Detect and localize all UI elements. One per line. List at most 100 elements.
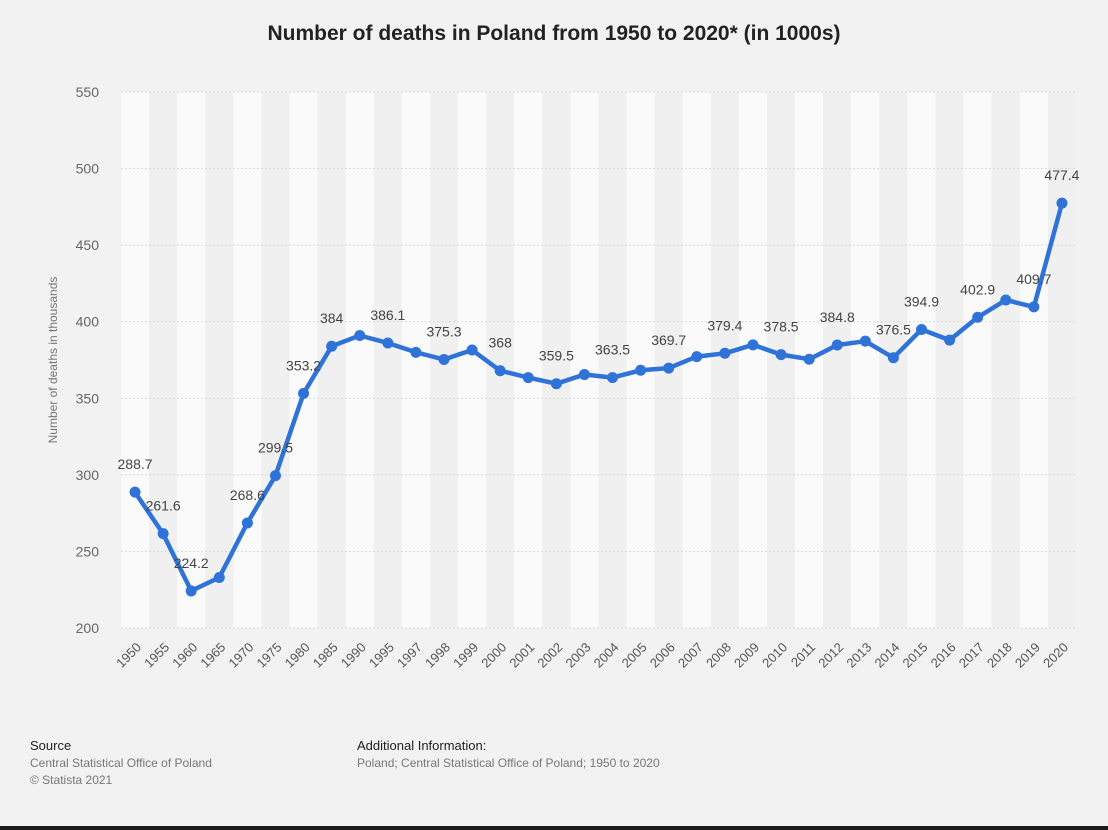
data-labels: 288.7 261.6 224.2 268.6 299.5 353.2 384 386.1 37… <box>118 167 1080 571</box>
data-point <box>466 344 478 356</box>
data-label: 268.6 <box>230 487 265 503</box>
data-point <box>803 353 815 365</box>
column-band <box>907 92 936 628</box>
column-band <box>177 92 206 628</box>
column-band <box>991 92 1020 628</box>
x-tick-label: 2003 <box>563 640 594 671</box>
x-tick-label: 1960 <box>169 640 200 671</box>
data-point <box>241 517 253 529</box>
data-point <box>775 349 787 361</box>
x-tick-label: 1975 <box>254 640 285 671</box>
column-band <box>233 92 262 628</box>
x-tick-label: 2006 <box>647 640 678 671</box>
data-label: 299.5 <box>258 440 293 456</box>
x-tick-label: 2019 <box>1012 640 1043 671</box>
column-band <box>121 92 150 628</box>
y-tick-label: 500 <box>76 161 100 177</box>
x-tick-label: 1980 <box>282 640 313 671</box>
x-tick-label: 1955 <box>141 640 172 671</box>
x-axis-ticks: 1950195519601965197019751980198519901995… <box>113 640 1071 671</box>
x-tick-label: 2020 <box>1040 640 1071 671</box>
y-tick-label: 550 <box>76 84 100 100</box>
data-point <box>185 585 197 597</box>
data-point <box>354 329 366 341</box>
y-axis-label: Number of deaths in thousands <box>46 277 60 444</box>
column-band <box>514 92 543 628</box>
x-tick-label: 1950 <box>113 640 144 671</box>
data-label: 378.5 <box>764 319 799 335</box>
data-point <box>522 372 534 384</box>
data-label: 477.4 <box>1044 167 1079 183</box>
data-label: 369.7 <box>651 332 686 348</box>
data-point <box>269 470 281 482</box>
x-tick-label: 2014 <box>871 640 902 671</box>
y-tick-label: 350 <box>76 390 100 406</box>
y-tick-label: 300 <box>76 467 100 483</box>
data-label: 384.8 <box>820 309 855 325</box>
x-tick-label: 2002 <box>534 640 565 671</box>
y-tick-label: 400 <box>76 314 100 330</box>
x-tick-label: 2000 <box>478 640 509 671</box>
column-band <box>1019 92 1048 628</box>
data-point <box>298 387 310 399</box>
column-band <box>598 92 627 628</box>
x-tick-label: 2010 <box>759 640 790 671</box>
source-heading: Source <box>30 738 72 753</box>
data-label: 363.5 <box>595 342 630 358</box>
data-point <box>607 372 619 384</box>
data-point <box>916 324 928 336</box>
x-tick-label: 2007 <box>675 640 706 671</box>
data-label: 384 <box>320 310 344 326</box>
data-point <box>1028 301 1040 313</box>
column-band <box>654 92 683 628</box>
additional-info-heading: Additional Information: <box>357 738 487 753</box>
data-label: 379.4 <box>707 317 742 333</box>
x-tick-label: 1997 <box>394 640 425 671</box>
column-band <box>1047 92 1076 628</box>
data-point <box>382 337 394 349</box>
data-point <box>494 365 506 377</box>
x-tick-label: 1999 <box>450 640 481 671</box>
x-tick-label: 2016 <box>928 640 959 671</box>
y-tick-label: 250 <box>76 543 100 559</box>
column-band <box>542 92 571 628</box>
data-point <box>663 362 675 374</box>
data-label: 353.2 <box>286 357 321 373</box>
x-tick-label: 2011 <box>788 640 818 670</box>
x-tick-label: 1985 <box>310 640 341 671</box>
series-line <box>132 200 1065 594</box>
column-band <box>401 92 430 628</box>
column-band <box>261 92 290 628</box>
bottom-bar <box>0 826 1108 830</box>
data-point <box>944 334 956 346</box>
data-point <box>887 352 899 364</box>
column-band <box>570 92 599 628</box>
data-label: 368 <box>489 335 513 351</box>
data-point <box>326 340 338 352</box>
data-point <box>1056 197 1068 209</box>
data-point <box>157 528 169 540</box>
data-point <box>129 486 141 498</box>
column-band <box>963 92 992 628</box>
column-band <box>205 92 234 628</box>
chart-title: Number of deaths in Poland from 1950 to … <box>267 22 841 45</box>
column-bands <box>121 92 1076 628</box>
x-tick-label: 2001 <box>506 640 537 671</box>
column-band <box>935 92 964 628</box>
x-tick-label: 2018 <box>984 640 1015 671</box>
column-band <box>710 92 739 628</box>
y-axis-ticks: 200 250 300 350 400 450 500 550 <box>76 84 100 636</box>
grid-lines <box>121 91 1076 629</box>
x-tick-label: 1970 <box>225 640 256 671</box>
data-label: 409.7 <box>1016 271 1051 287</box>
data-label: 375.3 <box>426 324 461 340</box>
data-point <box>1000 294 1012 306</box>
column-band <box>458 92 487 628</box>
x-tick-label: 2012 <box>815 640 846 671</box>
y-tick-label: 450 <box>76 237 100 253</box>
data-point <box>747 339 759 351</box>
x-tick-label: 1990 <box>338 640 369 671</box>
x-tick-label: 2004 <box>591 640 622 671</box>
x-tick-label: 1995 <box>366 640 397 671</box>
